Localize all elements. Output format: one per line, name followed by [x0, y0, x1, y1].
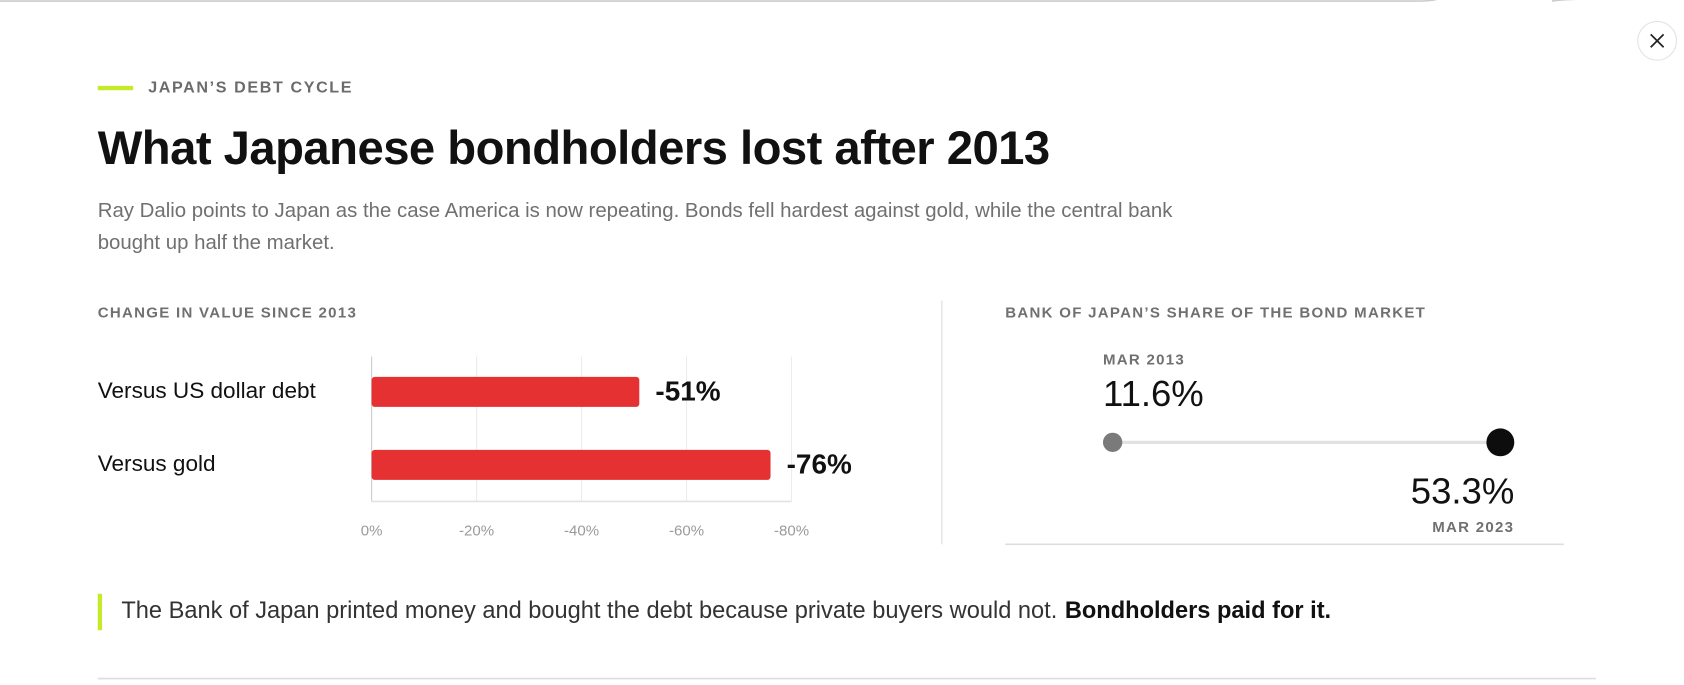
- top-bar-button: [1551, 0, 1577, 2]
- end-value: 53.3%: [1411, 471, 1515, 512]
- callout: The Bank of Japan printed money and boug…: [121, 598, 1331, 624]
- x-tick-label: -60%: [669, 522, 704, 539]
- start-value: 11.6%: [1103, 373, 1204, 414]
- callout-text: The Bank of Japan printed money and boug…: [121, 598, 1057, 624]
- x-tick-label: 0%: [361, 522, 383, 539]
- value-label: -76%: [787, 448, 852, 479]
- end-dot: [1486, 428, 1515, 457]
- callout-emphasis: Bondholders paid for it.: [1065, 598, 1331, 624]
- title: What Japanese bondholders lost after 201…: [98, 122, 1050, 175]
- category-label: Versus gold: [98, 451, 216, 476]
- subtitle: Ray Dalio points to Japan as the case Am…: [98, 200, 1173, 222]
- bar: [371, 449, 771, 480]
- end-date: MAR 2023: [1432, 519, 1514, 536]
- start-dot: [1102, 432, 1123, 453]
- x-tick-label: -40%: [564, 522, 599, 539]
- x-tick-label: -80%: [774, 522, 809, 539]
- bar: [371, 376, 640, 407]
- x-tick-label: -20%: [459, 522, 494, 539]
- start-date: MAR 2013: [1103, 352, 1185, 369]
- callout-accent: [97, 593, 103, 631]
- category-label: Versus US dollar debt: [98, 378, 317, 403]
- top-bar: [0, 0, 1438, 2]
- chart-title: CHANGE IN VALUE SINCE 2013: [98, 304, 357, 321]
- share-title: BANK OF JAPAN’S SHARE OF THE BOND MARKET: [1005, 304, 1426, 321]
- subtitle: bought up half the market.: [98, 232, 335, 254]
- value-label: -51%: [655, 375, 720, 406]
- eyebrow: JAPAN’S DEBT CYCLE: [148, 78, 353, 96]
- close-button[interactable]: [1637, 20, 1678, 61]
